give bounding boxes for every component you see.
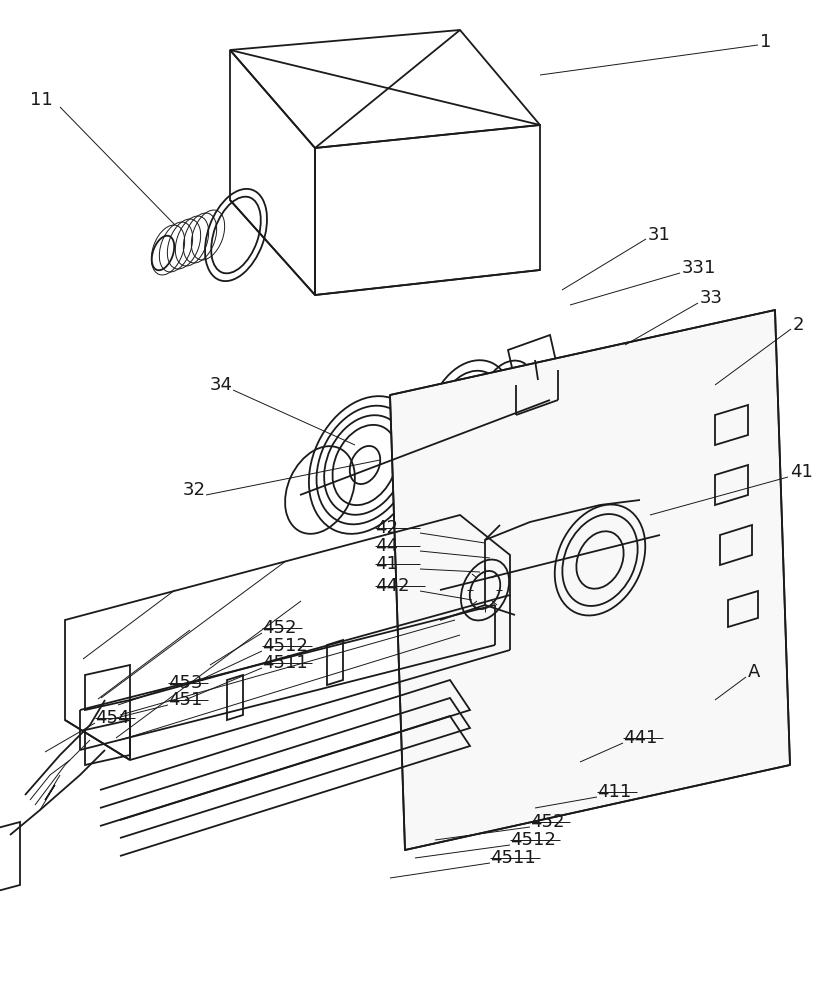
Text: 31: 31 xyxy=(648,226,671,244)
Text: 33: 33 xyxy=(700,289,723,307)
Text: 411: 411 xyxy=(597,783,631,801)
Text: 1: 1 xyxy=(760,33,771,51)
Text: 32: 32 xyxy=(183,481,206,499)
Text: 453: 453 xyxy=(168,674,203,692)
Text: 4511: 4511 xyxy=(262,654,308,672)
Polygon shape xyxy=(390,310,790,850)
Text: 442: 442 xyxy=(375,577,409,595)
Text: 452: 452 xyxy=(530,813,565,831)
Text: 44: 44 xyxy=(375,537,398,555)
Text: 451: 451 xyxy=(168,691,203,709)
Text: 331: 331 xyxy=(682,259,716,277)
Text: 41: 41 xyxy=(375,555,398,573)
Text: 34: 34 xyxy=(210,376,233,394)
Text: 11: 11 xyxy=(30,91,53,109)
Text: 41: 41 xyxy=(790,463,813,481)
Text: 454: 454 xyxy=(95,709,129,727)
Text: 452: 452 xyxy=(262,619,297,637)
Text: 2: 2 xyxy=(793,316,805,334)
Text: 4512: 4512 xyxy=(510,831,556,849)
Text: 441: 441 xyxy=(623,729,657,747)
Text: 4512: 4512 xyxy=(262,637,308,655)
Text: 4511: 4511 xyxy=(490,849,535,867)
Text: A: A xyxy=(748,663,761,681)
Text: 42: 42 xyxy=(375,519,398,537)
